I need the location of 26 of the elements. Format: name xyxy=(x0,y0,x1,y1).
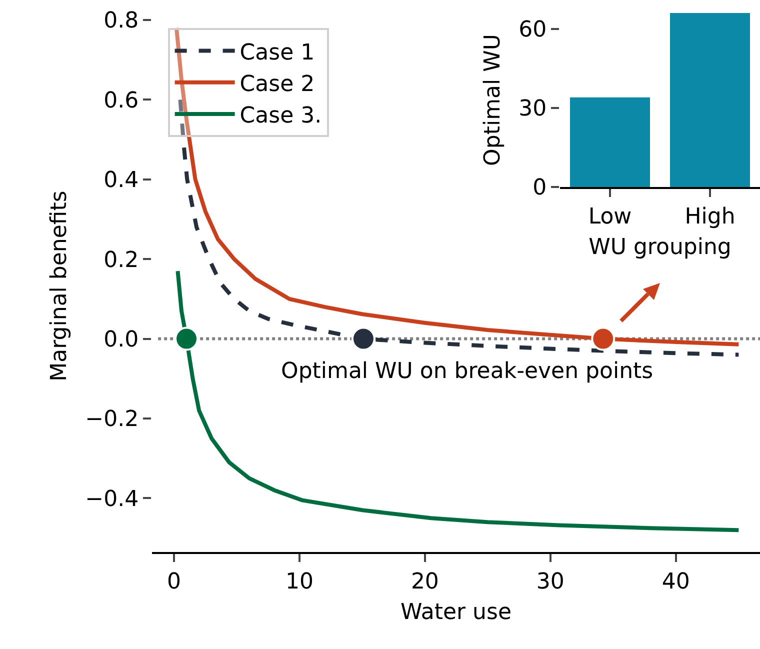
x-axis-title: Water use xyxy=(400,600,512,625)
annotation: Optimal WU on break-even points xyxy=(281,359,654,384)
legend-label: Case 2 xyxy=(240,72,315,97)
y-tick-label: 0.0 xyxy=(104,328,139,352)
x-tick-label: 40 xyxy=(662,569,690,594)
x-tick-label: Low xyxy=(588,204,632,230)
line-series xyxy=(176,269,741,532)
x-tick-label: 10 xyxy=(285,569,314,594)
x-tick-label: 0 xyxy=(166,569,181,594)
x-axis-title: WU grouping xyxy=(588,234,732,260)
y-tick-label: 0 xyxy=(532,176,547,201)
x-tick-label: 30 xyxy=(536,569,564,594)
y-tick-label: −0.2 xyxy=(85,407,139,432)
y-tick-label: 30 xyxy=(518,96,547,122)
x-tick-label: 20 xyxy=(410,569,439,594)
y-tick-label: −0.4 xyxy=(85,486,139,512)
y-axis-title: Optimal WU xyxy=(480,34,506,166)
legend-label: Case 3. xyxy=(240,104,322,129)
y-tick-label: 60 xyxy=(518,18,547,43)
y-tick-label: 0.4 xyxy=(104,168,139,194)
legend-label: Case 1 xyxy=(240,40,315,66)
y-axis-title: Marginal benefits xyxy=(46,190,72,382)
x-tick-label: High xyxy=(684,204,736,230)
y-tick-label: 0.2 xyxy=(104,248,139,273)
y-tick-label: 0.8 xyxy=(104,8,139,34)
y-tick-label: 0.6 xyxy=(104,88,139,114)
